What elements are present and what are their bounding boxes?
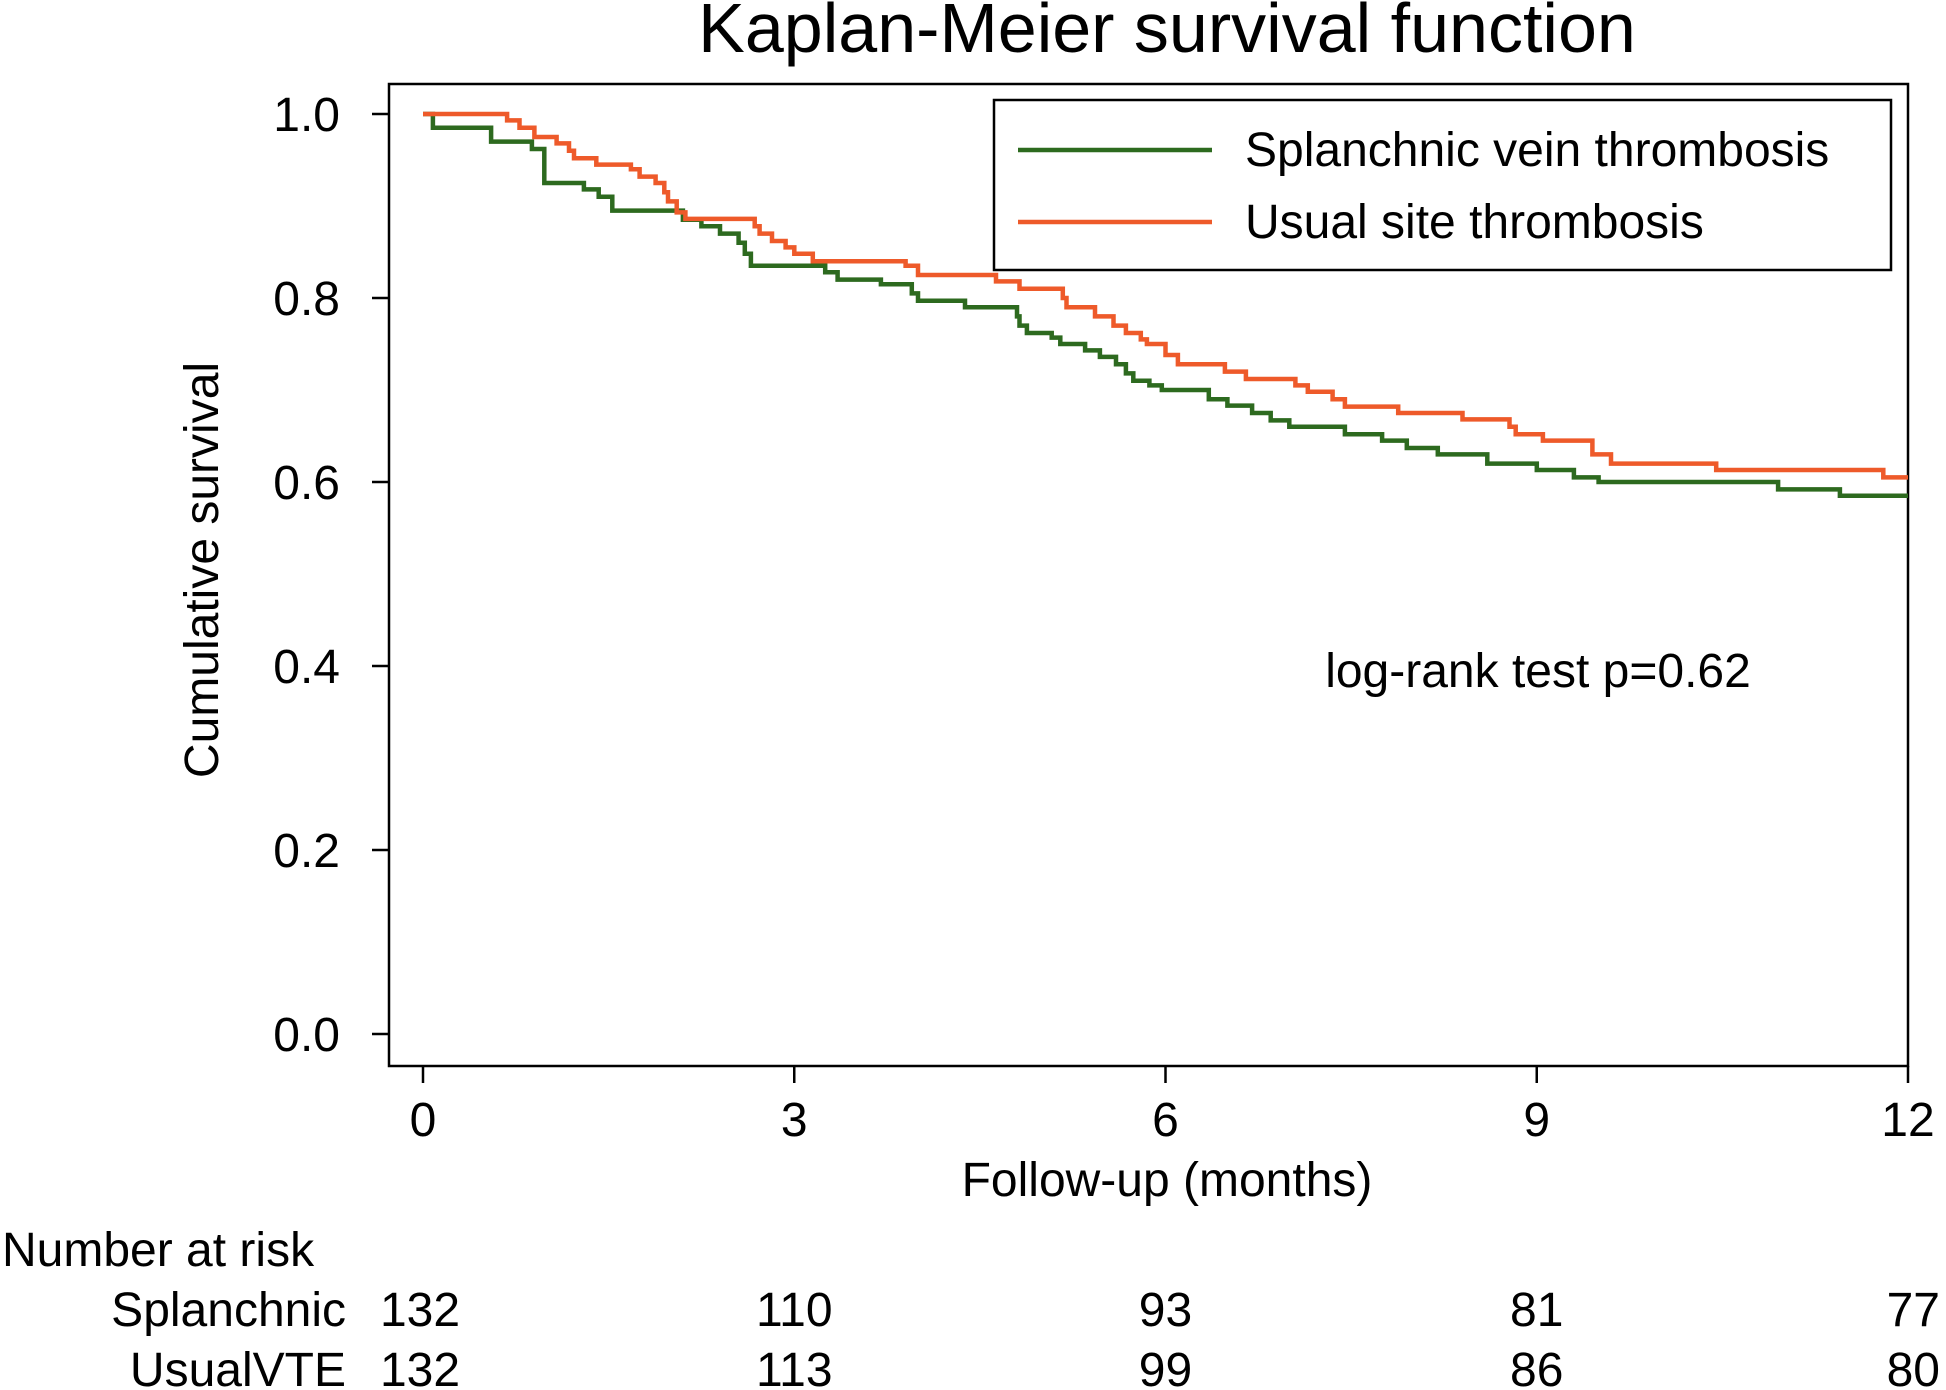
curve-usual-site-thrombosis: [423, 111, 1908, 480]
risk-value: 113: [756, 1344, 833, 1390]
x-tick-label: 0: [410, 1094, 437, 1147]
logrank-annotation: log-rank test p=0.62: [1325, 645, 1751, 698]
risk-value: 132: [380, 1284, 460, 1337]
x-tick-label: 6: [1152, 1094, 1179, 1147]
y-tick-label: 0.4: [273, 641, 340, 694]
y-axis: 0.0 0.2 0.4 0.6 0.8 1.0: [273, 89, 389, 1062]
survival-curves: [423, 111, 1908, 499]
chart-title: Kaplan-Meier survival function: [698, 0, 1636, 67]
y-tick-label: 1.0: [273, 89, 340, 142]
risk-value: 81: [1510, 1284, 1563, 1337]
risk-value: 80: [1887, 1344, 1940, 1390]
risk-row-label-splanchnic: Splanchnic: [111, 1284, 346, 1337]
risk-value: 93: [1139, 1284, 1192, 1337]
x-tick-label: 3: [781, 1094, 808, 1147]
x-axis-label: Follow-up (months): [962, 1154, 1373, 1207]
y-axis-label: Cumulative survival: [176, 362, 229, 778]
risk-value: 77: [1887, 1284, 1940, 1337]
risk-value: 86: [1510, 1344, 1563, 1390]
plot-frame: [387, 82, 1910, 1068]
risk-row-label-usualvte: UsualVTE: [130, 1344, 346, 1390]
risk-value: 110: [756, 1284, 833, 1337]
risk-table: Number at risk Splanchnic UsualVTE 132 11…: [2, 1224, 1940, 1390]
risk-value: 99: [1139, 1344, 1192, 1390]
y-tick-label: 0.8: [273, 273, 340, 326]
x-axis: 0 3 6 9 12: [410, 1066, 1935, 1147]
y-tick-label: 0.2: [273, 825, 340, 878]
risk-table-values: 132 110 93 81 77 132 113 99 86 80: [380, 1284, 1940, 1390]
y-tick-label: 0.0: [273, 1009, 340, 1062]
x-tick-label: 12: [1881, 1094, 1934, 1147]
risk-value: 132: [380, 1344, 460, 1390]
y-tick-label: 0.6: [273, 457, 340, 510]
legend-label-splanchnic: Splanchnic vein thrombosis: [1245, 124, 1829, 177]
legend: Splanchnic vein thrombosis Usual site th…: [992, 98, 1893, 272]
legend-label-usual-site: Usual site thrombosis: [1245, 196, 1704, 249]
legend-box: [992, 98, 1893, 272]
risk-table-heading: Number at risk: [2, 1224, 315, 1277]
x-tick-label: 9: [1523, 1094, 1550, 1147]
